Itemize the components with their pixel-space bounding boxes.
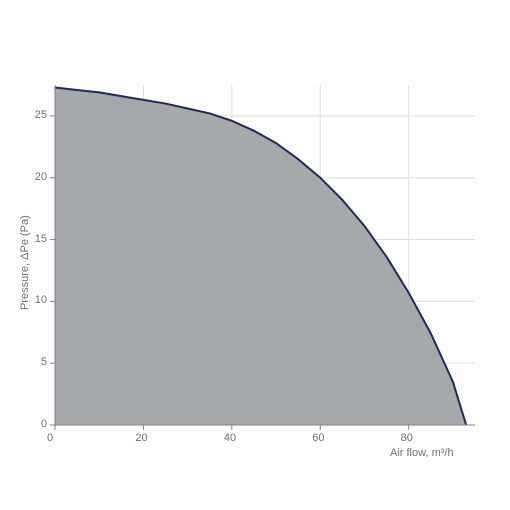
- x-tick-label: 20: [135, 432, 147, 444]
- y-axis-label: Pressure, ΔPe (Pa): [19, 215, 31, 310]
- x-tick-label: 40: [224, 432, 236, 444]
- y-tick-label: 5: [37, 356, 47, 368]
- y-tick-label: 10: [31, 294, 47, 306]
- x-axis-label: Air flow, m³/h: [390, 447, 454, 459]
- x-tick-label: 80: [401, 432, 413, 444]
- y-tick-label: 20: [31, 171, 47, 183]
- y-tick-label: 15: [31, 233, 47, 245]
- pressure-vs-airflow-chart: 0 20 40 60 80 0 5 10 15 20 25 Pressure, ΔPe (Pa) Air…: [0, 0, 510, 510]
- y-tick-label: 0: [37, 418, 47, 430]
- x-tick-label: 60: [312, 432, 324, 444]
- y-tick-label: 25: [31, 109, 47, 121]
- x-tick-label: 0: [47, 432, 53, 444]
